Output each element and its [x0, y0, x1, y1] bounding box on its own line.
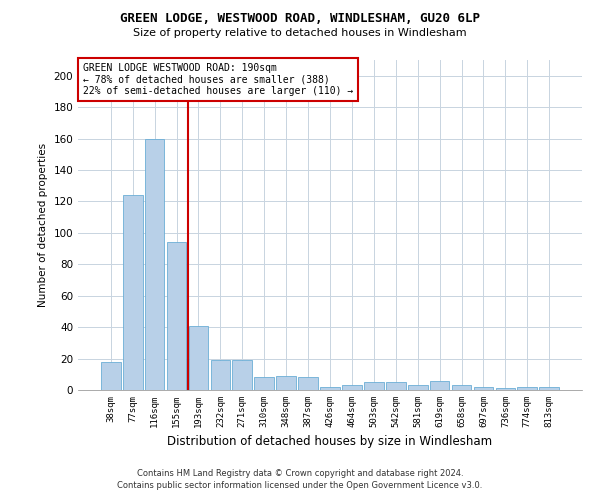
Bar: [496, 388, 515, 390]
X-axis label: Distribution of detached houses by size in Windlesham: Distribution of detached houses by size …: [167, 436, 493, 448]
Text: Contains HM Land Registry data © Crown copyright and database right 2024.
Contai: Contains HM Land Registry data © Crown c…: [118, 468, 482, 490]
Bar: [211, 360, 230, 390]
Bar: [473, 387, 493, 390]
Bar: [276, 376, 296, 390]
Bar: [452, 386, 472, 390]
Bar: [101, 362, 121, 390]
Bar: [539, 387, 559, 390]
Bar: [364, 382, 384, 390]
Text: GREEN LODGE WESTWOOD ROAD: 190sqm
← 78% of detached houses are smaller (388)
22%: GREEN LODGE WESTWOOD ROAD: 190sqm ← 78% …: [83, 64, 353, 96]
Bar: [232, 360, 252, 390]
Y-axis label: Number of detached properties: Number of detached properties: [38, 143, 48, 307]
Bar: [430, 380, 449, 390]
Bar: [517, 387, 537, 390]
Bar: [123, 195, 143, 390]
Bar: [145, 138, 164, 390]
Text: GREEN LODGE, WESTWOOD ROAD, WINDLESHAM, GU20 6LP: GREEN LODGE, WESTWOOD ROAD, WINDLESHAM, …: [120, 12, 480, 26]
Bar: [342, 386, 362, 390]
Bar: [167, 242, 187, 390]
Bar: [188, 326, 208, 390]
Bar: [386, 382, 406, 390]
Text: Size of property relative to detached houses in Windlesham: Size of property relative to detached ho…: [133, 28, 467, 38]
Bar: [320, 387, 340, 390]
Bar: [298, 378, 318, 390]
Bar: [408, 386, 428, 390]
Bar: [254, 378, 274, 390]
